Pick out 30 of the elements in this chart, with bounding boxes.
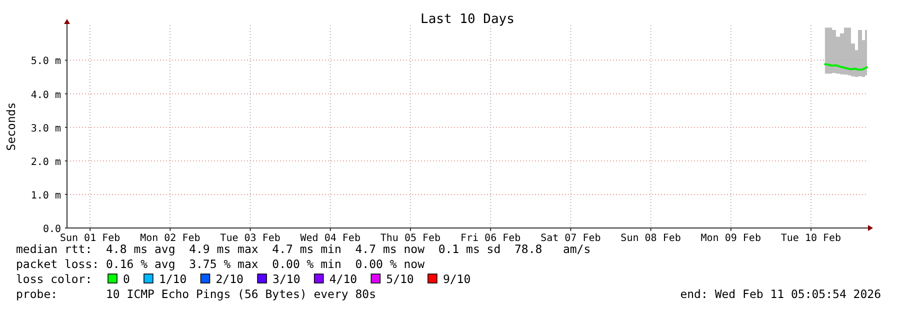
text: packet loss: 0.16 % avg 3.75 % max 0.00 % min 0.00 % now	[16, 257, 425, 271]
x-tick-label: Wed 04 Feb	[300, 233, 360, 244]
y-tick-label: 1.0 m	[30, 190, 61, 202]
text: 9/10	[442, 272, 471, 286]
x-tick-label: Mon 02 Feb	[140, 233, 200, 244]
y-axis-title: Seconds	[4, 102, 18, 151]
text: 1/10	[158, 272, 187, 286]
x-tick-label: Tue 10 Feb	[780, 233, 842, 244]
text: loss color:	[16, 272, 92, 286]
text: 4/10	[329, 272, 358, 286]
text: median rtt: 4.8 ms avg 4.9 ms max 4.7 ms min 4.7 ms now 0.1 ms sd 78.8 am/s	[16, 242, 591, 256]
chart-title: Last 10 Days	[420, 12, 514, 27]
x-tick-label: Fri 06 Feb	[460, 233, 521, 244]
x-tick-label: Sun 01 Feb	[60, 233, 120, 244]
text: 0	[123, 272, 130, 286]
y-tick-label: 4.0 m	[30, 90, 61, 101]
text: 5/10	[386, 272, 414, 286]
x-tick-label: Mon 09 Feb	[700, 233, 761, 244]
x-tick-label: Sun 08 Feb	[620, 233, 681, 244]
text: 3/10	[272, 272, 300, 286]
x-tick-label: Thu 05 Feb	[380, 233, 441, 244]
y-tick-label: 2.0 m	[30, 156, 61, 168]
x-tick-label: Tue 03 Feb	[220, 233, 280, 244]
text: end: Wed Feb 11 05:05:54 2026	[680, 287, 882, 301]
text: probe: 10 ICMP Echo Pings (56 Bytes) every 80s	[16, 287, 376, 301]
y-tick-label: 3.0 m	[30, 123, 61, 134]
y-tick-label: 5.0 m	[30, 56, 61, 68]
x-tick-label: Sat 07 Feb	[540, 233, 601, 244]
y-tick-label: 0.0	[42, 224, 61, 235]
text: 2/10	[216, 272, 244, 286]
